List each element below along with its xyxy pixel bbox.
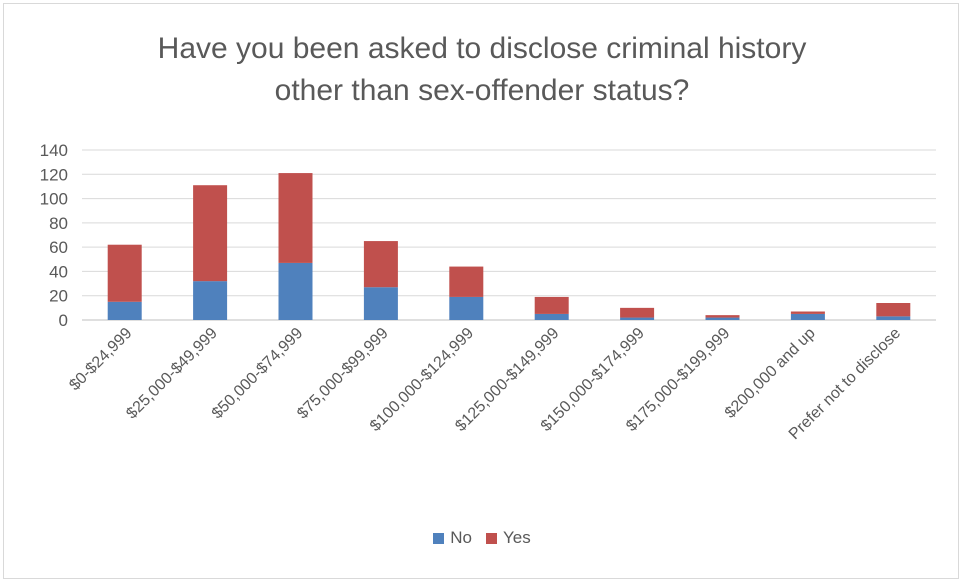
bar-yes-5 bbox=[534, 296, 569, 314]
x-tick-label: $25,000-$49,999 bbox=[123, 325, 221, 423]
bar-yes-3 bbox=[363, 241, 398, 288]
bar-yes-2 bbox=[278, 173, 313, 263]
legend-swatch-no bbox=[433, 532, 445, 544]
bar-no-3 bbox=[363, 287, 398, 320]
bar-yes-0 bbox=[107, 244, 142, 302]
legend-label-no: No bbox=[450, 528, 472, 547]
bar-no-7 bbox=[705, 317, 740, 320]
bars bbox=[107, 173, 911, 320]
bar-yes-6 bbox=[620, 307, 655, 318]
y-tick-label: 60 bbox=[49, 238, 68, 257]
bar-yes-7 bbox=[705, 315, 740, 318]
y-tick-label: 0 bbox=[59, 311, 68, 330]
bar-yes-4 bbox=[449, 266, 484, 297]
bar-no-2 bbox=[278, 262, 313, 320]
x-tick-label: $200,000 and up bbox=[722, 325, 819, 422]
legend-item-yes: Yes bbox=[486, 528, 531, 548]
x-tick-label: $75,000-$99,999 bbox=[294, 325, 392, 423]
bar-no-9 bbox=[876, 316, 911, 320]
legend-label-yes: Yes bbox=[503, 528, 531, 547]
legend-swatch-yes bbox=[486, 532, 497, 544]
legend-item-no: No bbox=[433, 528, 472, 548]
y-tick-label: 140 bbox=[40, 141, 68, 160]
y-axis-ticks: 0 20 40 60 80 100 120 140 bbox=[40, 141, 68, 330]
y-tick-label: 40 bbox=[49, 262, 68, 281]
x-tick-label: $0-$24,999 bbox=[66, 325, 135, 394]
bar-no-5 bbox=[534, 313, 569, 320]
chart-title-line-1: Have you been asked to disclose criminal… bbox=[157, 32, 807, 65]
y-tick-label: 20 bbox=[49, 287, 68, 306]
bar-no-8 bbox=[790, 313, 825, 320]
bar-yes-8 bbox=[790, 311, 825, 314]
bar-no-1 bbox=[193, 281, 228, 320]
y-tick-label: 100 bbox=[40, 190, 68, 209]
bar-no-4 bbox=[449, 296, 484, 320]
x-tick-label: $50,000-$74,999 bbox=[209, 325, 307, 423]
bar-no-6 bbox=[620, 317, 655, 320]
chart-title-line-2: other than sex-offender status? bbox=[274, 74, 690, 107]
legend: No Yes bbox=[0, 528, 964, 548]
x-axis-labels: $0-$24,999$25,000-$49,999$50,000-$74,999… bbox=[66, 325, 904, 443]
y-tick-label: 120 bbox=[40, 165, 68, 184]
bar-yes-1 bbox=[193, 185, 228, 282]
bar-yes-9 bbox=[876, 303, 911, 317]
bar-no-0 bbox=[107, 301, 142, 320]
y-tick-label: 80 bbox=[49, 214, 68, 233]
chart-title: Have you been asked to disclose criminal… bbox=[0, 28, 964, 112]
